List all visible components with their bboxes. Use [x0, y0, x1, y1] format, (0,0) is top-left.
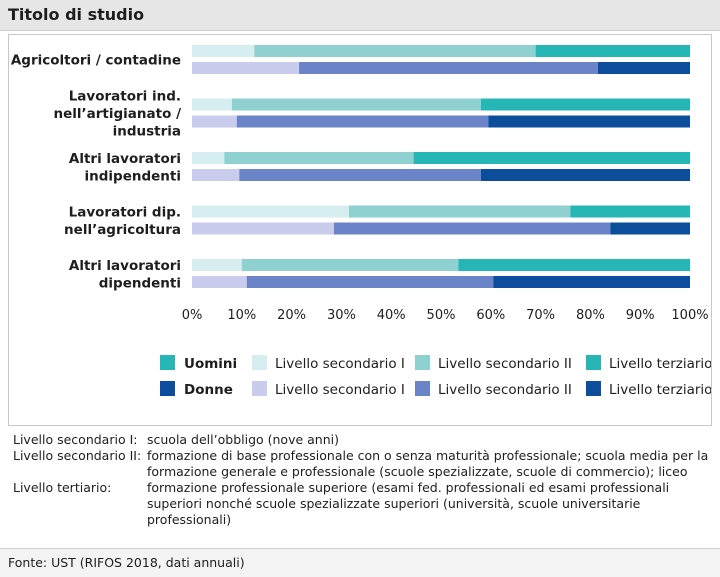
bar-segment: [192, 259, 242, 271]
category-label: nell’artigianato /: [54, 106, 182, 122]
bar-segment: [192, 169, 240, 181]
bar-segment: [570, 205, 690, 218]
x-tick-label: 90%: [626, 308, 655, 323]
x-tick-label: 30%: [327, 308, 356, 323]
bar-segment: [333, 222, 611, 235]
legend-swatch: [586, 355, 601, 370]
bar-segment: [192, 152, 225, 164]
category-label: nell’agricoltura: [64, 222, 181, 238]
note-definition: scuola dell’obbligo (nove anni): [147, 432, 339, 447]
x-tick-label: 70%: [526, 308, 555, 323]
legend-swatch: [252, 381, 267, 396]
legend-label: Livello secondario II: [438, 382, 572, 398]
note-term: Livello secondario II:: [13, 448, 142, 463]
legend-swatch: [415, 355, 430, 370]
legend-swatch: [586, 381, 601, 396]
bar-segment: [299, 62, 598, 74]
bar-segment: [493, 276, 690, 288]
bar-segment: [610, 222, 690, 235]
category-label: Agricoltori / contadine: [11, 53, 181, 69]
title-bar: Titolo di studio: [0, 0, 720, 31]
bar-segment: [348, 205, 571, 218]
source-text: Fonte: UST (RIFOS 2018, dati annuali): [8, 555, 245, 570]
category-label: indipendenti: [85, 168, 181, 184]
x-tick-label: 80%: [576, 308, 605, 323]
bar-segment: [192, 62, 300, 74]
note-row: Livello secondario II: formazione di bas…: [13, 448, 713, 480]
category-label: Altri lavoratori: [69, 151, 181, 167]
x-tick-label: 10%: [227, 308, 256, 323]
bar-segment: [192, 45, 255, 57]
bar-segment: [224, 152, 414, 164]
bar-segment: [480, 98, 690, 111]
bar-segment: [231, 98, 481, 111]
category-label: Lavoratori dip.: [69, 204, 181, 220]
legend-label: Livello secondario I: [275, 356, 405, 372]
legend-label: Livello terziario: [609, 382, 711, 398]
bar-segment: [458, 259, 690, 271]
x-tick-label: 0%: [182, 308, 203, 323]
bar-segment: [192, 205, 349, 218]
x-tick-label: 100%: [671, 308, 708, 323]
bar-segment: [192, 115, 237, 128]
x-tick-label: 50%: [427, 308, 456, 323]
notes: Livello secondario I: scuola dell’obblig…: [13, 432, 713, 528]
note-term: Livello tertiario:: [13, 480, 112, 495]
legend-swatch: [160, 355, 175, 370]
bar-segment: [246, 276, 494, 288]
legend-swatch: [415, 381, 430, 396]
note-row: Livello secondario I: scuola dell’obblig…: [13, 432, 713, 448]
chart-title: Titolo di studio: [8, 5, 145, 24]
bar-segment: [413, 152, 690, 164]
category-label: industria: [113, 124, 181, 140]
bar-segment: [192, 276, 247, 288]
bar-segment: [236, 115, 489, 128]
legend-group-label: Uomini: [184, 356, 237, 372]
note-row: Livello tertiario: formazione profession…: [13, 480, 713, 528]
bar-segment: [254, 45, 536, 57]
legend-label: Livello secondario I: [275, 382, 405, 398]
bar-segment: [488, 115, 690, 128]
bar-segment: [239, 169, 481, 181]
x-tick-label: 20%: [277, 308, 306, 323]
bar-segment: [535, 45, 690, 57]
legend-swatch: [160, 381, 175, 396]
bar-segment: [192, 222, 334, 235]
category-label: dipendenti: [99, 275, 181, 291]
legend-group-label: Donne: [184, 382, 233, 398]
source-bar: Fonte: UST (RIFOS 2018, dati annuali): [0, 548, 720, 577]
legend-label: Livello terziario: [609, 356, 711, 372]
bar-segment: [192, 98, 232, 111]
bar-segment: [597, 62, 690, 74]
legend-swatch: [252, 355, 267, 370]
category-label: Lavoratori ind.: [69, 89, 181, 105]
x-tick-label: 40%: [377, 308, 406, 323]
note-definition: formazione di base professionale con o s…: [147, 448, 709, 479]
chart-frame: Agricoltori / contadine Lavoratori ind. ne…: [8, 34, 712, 426]
note-definition: formazione professionale superiore (esam…: [147, 480, 670, 527]
note-term: Livello secondario I:: [13, 432, 138, 447]
legend-label: Livello secondario II: [438, 356, 572, 372]
bar-segment: [480, 169, 690, 181]
category-label: Altri lavoratori: [69, 258, 181, 274]
bar-segment: [241, 259, 459, 271]
x-tick-label: 60%: [476, 308, 505, 323]
